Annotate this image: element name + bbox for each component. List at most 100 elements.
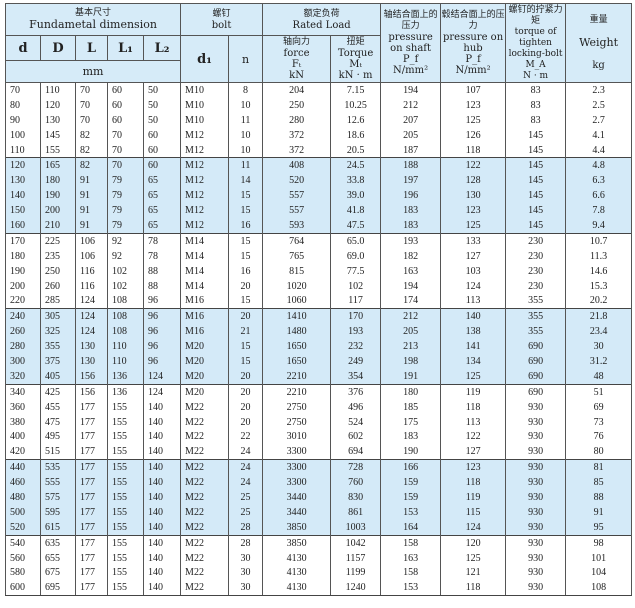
bolttq-en: torque of tighten locking-bolt (508, 26, 563, 59)
table-cell: 765 (262, 248, 332, 264)
table-cell: M16 (180, 293, 230, 309)
table-cell: 515 (40, 444, 76, 460)
table-cell: 118 (440, 399, 507, 415)
table-cell: 83 (505, 112, 567, 128)
table-cell: 694 (330, 444, 382, 460)
table-cell: 145 (505, 157, 567, 174)
table-row: 170 225 106 92 78 M14 15 764 65.0 193 133 230 10.7 (5, 232, 633, 249)
table-cell: 145 (505, 127, 567, 143)
table-cell: M12 (180, 173, 230, 189)
table-cell: 194 (380, 278, 442, 294)
table-cell: 230 (505, 248, 567, 264)
table-cell: 372 (262, 127, 332, 143)
table-cell: 70 (75, 82, 108, 98)
table-cell: 124 (440, 278, 507, 294)
table-cell: 118 (440, 142, 507, 158)
table-cell: M22 (180, 550, 230, 566)
table-cell: 41.8 (330, 203, 382, 219)
table-cell: 180 (380, 383, 442, 400)
table-cell: M16 (180, 308, 230, 325)
table-cell: 140 (142, 504, 182, 520)
table-row: 420 515 177 155 140 M22 24 3300 694 190 127 930 80 (5, 444, 633, 460)
table-cell: 560 (5, 550, 41, 566)
table-cell: 125 (440, 112, 507, 128)
table-cell: M12 (180, 127, 230, 143)
table-cell: 355 (40, 339, 76, 355)
table-cell: 120 (440, 534, 507, 551)
table-cell: 88 (142, 278, 182, 294)
table-cell: 14.6 (565, 263, 633, 279)
hub-zh: 毂结合面上的压力 (441, 10, 505, 31)
table-cell: 300 (5, 354, 41, 369)
table-cell: 1650 (262, 354, 332, 369)
table-cell: 130 (5, 173, 41, 189)
table-cell: 930 (505, 490, 567, 505)
table-cell: M14 (180, 278, 230, 294)
col-d1: d₁ (180, 35, 230, 83)
table-cell: 155 (107, 475, 144, 491)
table-cell: 134 (440, 354, 507, 369)
table-cell: 635 (40, 534, 76, 551)
col-force: 轴向力 force Fₜ kN (262, 35, 332, 83)
table-cell: 155 (107, 550, 144, 566)
table-cell: 21.8 (565, 308, 633, 325)
table-row: 560 655 177 155 140 M22 30 4130 1157 163 125 930 101 (5, 550, 633, 566)
table-cell: 140 (142, 459, 182, 476)
table-cell: 91 (565, 504, 633, 520)
table-cell: 11.3 (565, 248, 633, 264)
table-cell: 153 (380, 504, 442, 520)
table-cell: 96 (142, 354, 182, 369)
table-cell: 85 (565, 475, 633, 491)
table-row: 220 285 124 108 96 M16 15 1060 117 174 113 355 20.2 (5, 293, 633, 309)
table-cell: 116 (75, 278, 108, 294)
table-cell: 182 (380, 248, 442, 264)
table-cell: 376 (330, 383, 382, 400)
dim-unit: mm (4, 60, 182, 83)
table-cell: 930 (505, 399, 567, 415)
table-row: 320 405 156 136 124 M20 20 2210 354 191 125 690 48 (5, 368, 633, 385)
table-cell: 170 (330, 308, 382, 325)
table-cell: 79 (107, 203, 144, 219)
table-cell: 15 (228, 248, 264, 264)
table-cell: 235 (40, 248, 76, 264)
table-cell: 210 (40, 218, 76, 234)
table-cell: 830 (330, 490, 382, 505)
table-cell: 160 (5, 218, 41, 234)
weight-unit: kg (592, 60, 605, 71)
table-row: 100 145 82 70 60 M12 10 372 18.6 205 126 145 4.1 (5, 127, 633, 143)
table-cell: 83 (505, 97, 567, 113)
table-cell: 81 (565, 459, 633, 476)
table-cell: 65 (142, 173, 182, 189)
table-cell: 575 (40, 490, 76, 505)
table-cell: 79 (107, 218, 144, 234)
table-cell: M14 (180, 248, 230, 264)
table-cell: 190 (40, 188, 76, 204)
table-cell: 177 (75, 490, 108, 505)
table-cell: 260 (40, 278, 76, 294)
table-cell: 225 (40, 232, 76, 249)
table-cell: 107 (440, 82, 507, 98)
table-cell: M12 (180, 218, 230, 234)
table-row: 90 130 70 60 50 M10 11 280 12.6 207 125 83 2.7 (5, 112, 633, 128)
bolttq-sym: M_A (525, 59, 546, 70)
table-cell: 155 (107, 519, 144, 536)
table-cell: 205 (380, 127, 442, 143)
table-cell: 102 (107, 263, 144, 279)
table-cell: 185 (380, 399, 442, 415)
table-cell: 174 (380, 293, 442, 309)
table-cell: 930 (505, 580, 567, 597)
table-cell: M22 (180, 490, 230, 505)
table-cell: 47.5 (330, 218, 382, 234)
table-cell: M22 (180, 414, 230, 430)
table-cell: 2.5 (565, 97, 633, 113)
table-cell: 65 (142, 188, 182, 204)
table-cell: 460 (5, 475, 41, 491)
table-cell: 305 (40, 308, 76, 325)
table-row: 300 375 130 110 96 M20 15 1650 249 198 134 690 31.2 (5, 354, 633, 369)
table-cell: 2210 (262, 383, 332, 400)
table-cell: 91 (75, 173, 108, 189)
table-cell: 140 (142, 429, 182, 445)
table-cell: 7.8 (565, 203, 633, 219)
table-cell: 930 (505, 550, 567, 566)
table-cell: 124 (75, 293, 108, 309)
